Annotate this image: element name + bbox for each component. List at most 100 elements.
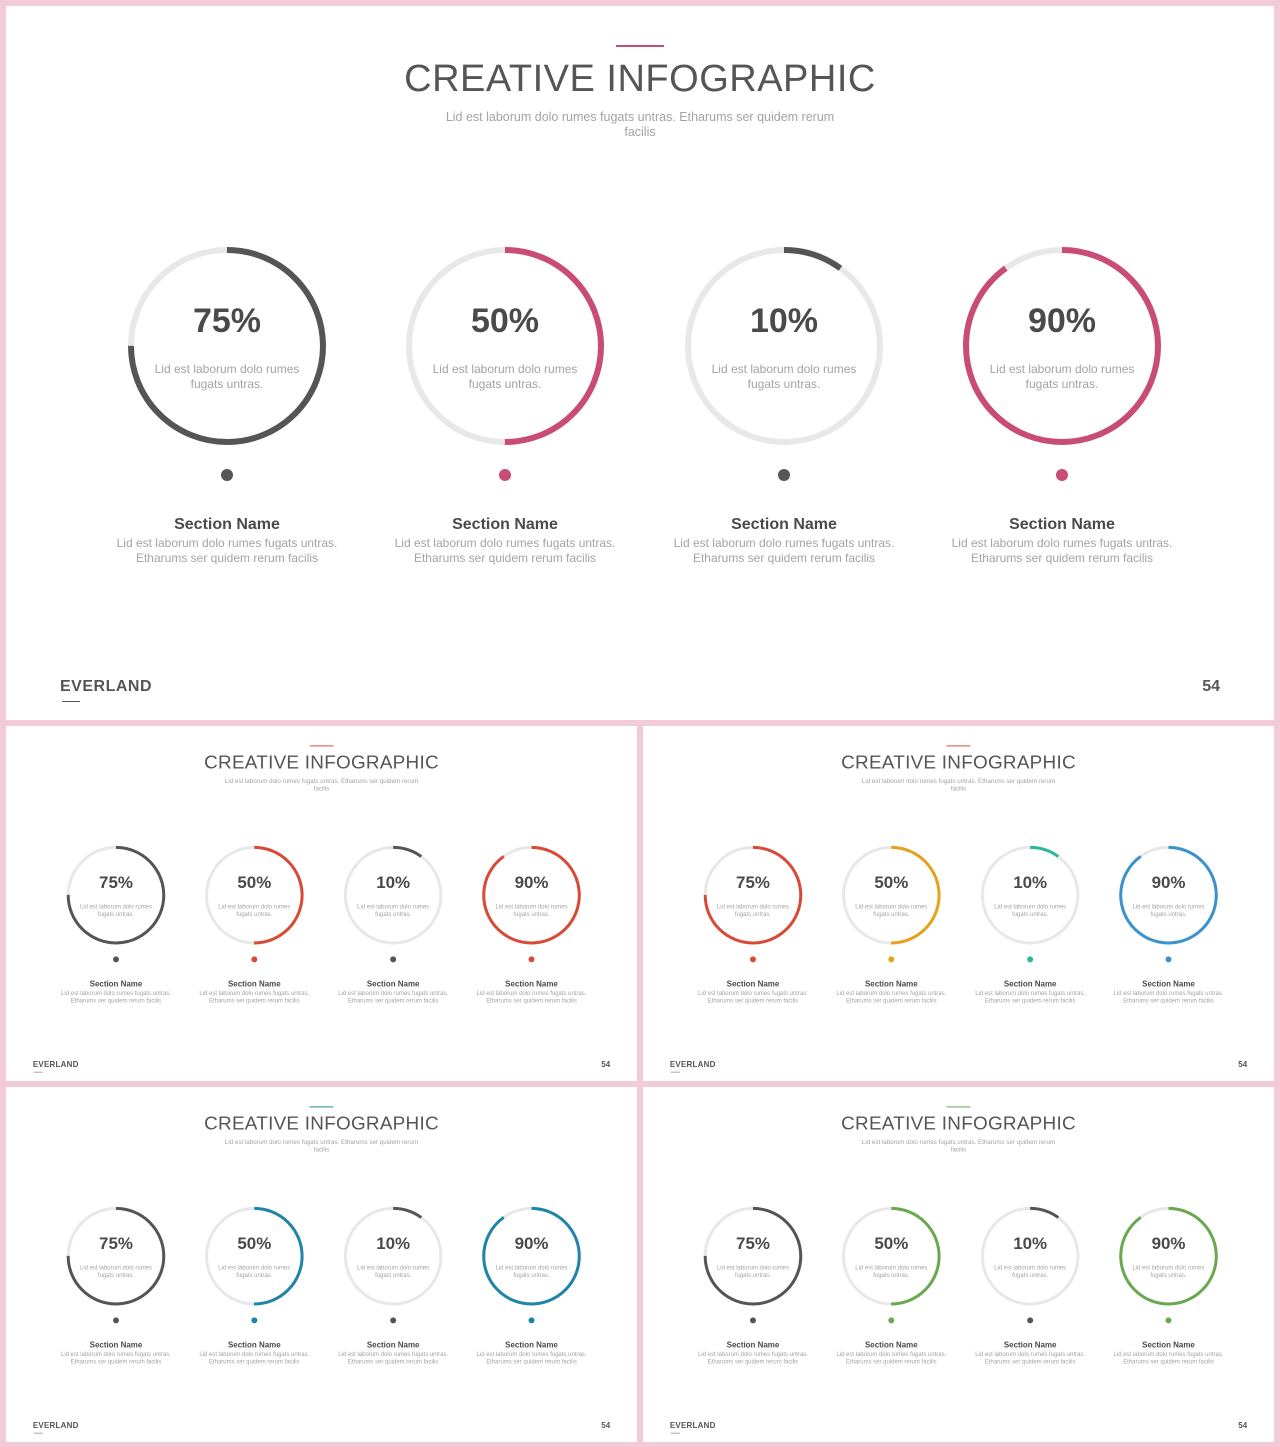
section-name: Section Name — [1142, 1340, 1195, 1350]
section-description: Lid est laborum dolo rumes fugats untras… — [394, 536, 616, 565]
progress-ring: 10% Lid est laborum dolo rumes fugats unt… — [684, 246, 884, 446]
indicator-dot — [221, 469, 233, 481]
progress-ring: 50% Lid est laborum dolo rumes fugats unt… — [405, 246, 605, 446]
indicator-dot — [499, 469, 511, 481]
progress-ring-graphic — [128, 247, 326, 445]
ring-description: Lid est laborum dolo rumes fugats untras… — [432, 362, 578, 391]
percent-value: 75% — [736, 1234, 770, 1254]
section-name: Section Name — [505, 979, 558, 989]
progress-ring-graphic — [482, 845, 581, 945]
section-description: Lid est laborum dolo rumes fugats untras… — [61, 989, 171, 1005]
ring-description: Lid est laborum dolo rumes fugats untras… — [495, 1264, 568, 1279]
slide-subtitle: Lid est laborum dolo rumes fugats untras… — [224, 1138, 419, 1154]
progress-ring-arc — [842, 1206, 941, 1306]
progress-ring: 90% Lid est laborum dolo rumes fugats unt… — [1119, 845, 1219, 945]
indicator-dot — [112, 956, 119, 963]
slide-3: CREATIVE INFOGRAPHIC Lid est laborum dolo… — [643, 726, 1274, 1081]
ring-description: Lid est laborum dolo rumes fugats untras… — [711, 362, 857, 391]
ring-description: Lid est laborum dolo rumes fugats untras… — [989, 362, 1135, 391]
section-name: Section Name — [366, 979, 420, 989]
section-name: Section Name — [227, 1340, 281, 1350]
slide-subtitle: Lid est laborum dolo rumes fugats untras… — [445, 110, 835, 139]
progress-ring-graphic — [963, 247, 1161, 445]
slide-subtitle: Lid est laborum dolo rumes fugats untras… — [861, 777, 1056, 793]
progress-ring-graphic — [980, 845, 1080, 945]
indicator-dot — [390, 1317, 397, 1324]
section-description: Lid est laborum dolo rumes fugats untras… — [338, 989, 449, 1005]
ring-description: Lid est laborum dolo rumes fugats untras… — [1132, 903, 1205, 918]
percent-value: 90% — [1027, 302, 1097, 340]
slide-1: CREATIVE INFOGRAPHIC Lid est laborum dolo… — [6, 6, 1274, 720]
percent-value: 75% — [192, 302, 262, 340]
progress-ring-graphic — [842, 845, 941, 945]
brand-logo-text: EVERLAND — [60, 678, 153, 695]
section-name: Section Name — [1003, 979, 1057, 989]
ring-description: Lid est laborum dolo rumes fugats untras… — [495, 903, 568, 918]
section-description: Lid est laborum dolo rumes fugats untras… — [975, 1350, 1086, 1366]
progress-ring-graphic — [685, 247, 883, 445]
section-description: Lid est laborum dolo rumes fugats untras… — [836, 1350, 947, 1366]
section-name: Section Name — [864, 1340, 918, 1350]
progress-ring-graphic — [703, 1206, 803, 1306]
slide-canvas: CREATIVE INFOGRAPHIC Lid est laborum dolo… — [6, 726, 637, 1081]
percent-value: 50% — [470, 302, 540, 340]
section-description: Lid est laborum dolo rumes fugats untras… — [698, 989, 808, 1005]
section-name: Section Name — [452, 516, 558, 533]
progress-ring: 75% Lid est laborum dolo rumes fugats unt… — [66, 845, 166, 945]
indicator-dot — [390, 956, 397, 963]
progress-ring-graphic — [406, 247, 604, 445]
percent-value: 90% — [514, 1234, 549, 1254]
ring-description: Lid est laborum dolo rumes fugats untras… — [855, 1264, 928, 1279]
progress-ring-arc — [980, 1206, 1080, 1306]
indicator-dot — [749, 1317, 756, 1324]
section-name: Section Name — [366, 1340, 420, 1350]
progress-ring-graphic — [66, 845, 166, 945]
indicator-dot — [1027, 956, 1034, 963]
percent-value: 10% — [749, 302, 819, 340]
section-name: Section Name — [1003, 1340, 1057, 1350]
slide-title: CREATIVE INFOGRAPHIC — [841, 1112, 1076, 1134]
section-description: Lid est laborum dolo rumes fugats untras… — [673, 536, 895, 565]
section-description: Lid est laborum dolo rumes fugats untras… — [199, 1350, 310, 1366]
progress-ring-arc — [963, 247, 1161, 445]
section-description: Lid est laborum dolo rumes fugats untras… — [1113, 989, 1224, 1005]
ring-description: Lid est laborum dolo rumes fugats untras… — [357, 1264, 430, 1279]
title-accent-line — [616, 45, 664, 47]
progress-ring-track — [343, 845, 443, 945]
section-name: Section Name — [731, 516, 837, 533]
percent-value: 75% — [736, 873, 770, 893]
progress-ring-arc — [1119, 845, 1218, 945]
brand-logo-text: EVERLAND — [32, 1060, 79, 1069]
slide-title: CREATIVE INFOGRAPHIC — [404, 58, 876, 100]
section-name: Section Name — [726, 1340, 780, 1350]
ring-description: Lid est laborum dolo rumes fugats untras… — [154, 362, 300, 391]
progress-ring: 10% Lid est laborum dolo rumes fugats unt… — [343, 1206, 443, 1306]
progress-ring: 50% Lid est laborum dolo rumes fugats unt… — [842, 1206, 942, 1306]
indicator-dot — [112, 1317, 119, 1324]
page-number: 54 — [1238, 1421, 1248, 1430]
progress-ring-graphic — [205, 1206, 304, 1306]
section-name: Section Name — [227, 979, 281, 989]
section-name: Section Name — [1142, 979, 1195, 989]
section-description: Lid est laborum dolo rumes fugats untras… — [476, 1350, 587, 1366]
progress-ring: 10% Lid est laborum dolo rumes fugats unt… — [343, 845, 443, 945]
slide-canvas: CREATIVE INFOGRAPHIC Lid est laborum dolo… — [643, 1087, 1274, 1442]
progress-ring-arc — [703, 845, 803, 945]
progress-ring-arc — [205, 1206, 304, 1306]
progress-ring-arc — [406, 247, 604, 445]
slide-title: CREATIVE INFOGRAPHIC — [841, 751, 1076, 773]
page-number: 54 — [601, 1060, 611, 1069]
percent-value: 50% — [237, 873, 272, 893]
progress-ring: 75% Lid est laborum dolo rumes fugats unt… — [703, 1206, 803, 1306]
ring-description: Lid est laborum dolo rumes fugats untras… — [1132, 1264, 1205, 1279]
section-name: Section Name — [726, 979, 780, 989]
section-description: Lid est laborum dolo rumes fugats untras… — [836, 989, 947, 1005]
brand-logo-text: EVERLAND — [669, 1421, 716, 1430]
brand-underline — [62, 701, 80, 702]
ring-description: Lid est laborum dolo rumes fugats untras… — [716, 1264, 789, 1279]
section-description: Lid est laborum dolo rumes fugats untras… — [1113, 1350, 1224, 1366]
progress-ring: 10% Lid est laborum dolo rumes fugats unt… — [980, 845, 1080, 945]
section-description: Lid est laborum dolo rumes fugats untras… — [61, 1350, 171, 1366]
progress-ring-graphic — [1119, 1206, 1218, 1306]
percent-value: 10% — [1013, 1234, 1048, 1254]
